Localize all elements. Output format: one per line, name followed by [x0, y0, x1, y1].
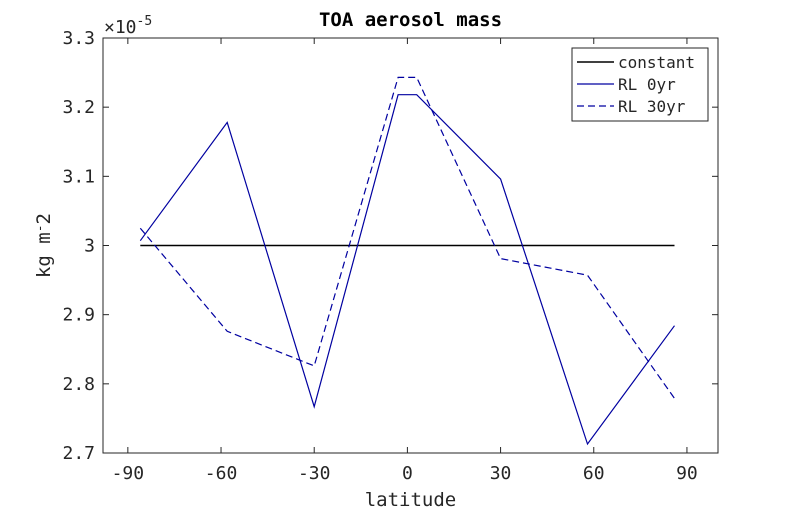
y-tick-label: 2.7	[62, 443, 95, 464]
y-tick-label: 3	[84, 236, 95, 257]
chart-title: TOA aerosol mass	[319, 9, 502, 31]
legend: constant RL 0yr RL 30yr	[571, 47, 709, 122]
x-tick-label: -60	[205, 463, 238, 484]
legend-label: RL 30yr	[618, 97, 686, 116]
x-tick-label: 0	[402, 463, 413, 484]
legend-label: RL 0yr	[618, 75, 676, 94]
y-exponent-label: ×10-5	[104, 14, 152, 38]
series-layer	[139, 76, 675, 446]
y-tick-label: 3.3	[62, 28, 95, 49]
y-tick-label: 2.8	[62, 374, 95, 395]
x-tick-label: -90	[112, 463, 145, 484]
y-tick-label: 2.9	[62, 305, 95, 326]
x-tick-label: 60	[583, 463, 605, 484]
x-tick-label: 90	[676, 463, 698, 484]
series-line-rl-0yr	[139, 94, 675, 446]
series-line-rl-30yr	[139, 76, 675, 399]
ticks-layer: -90 -60 -30 0 30 60 90 2.7 2.8 2.9 3 3.1 3.2 3.3	[62, 28, 718, 484]
x-axis-label: latitude	[365, 489, 457, 511]
x-tick-label: 30	[490, 463, 512, 484]
y-tick-label: 3.1	[62, 166, 95, 187]
x-tick-label: -30	[298, 463, 331, 484]
legend-label: constant	[618, 53, 695, 72]
y-axis-label: kg m-2	[33, 213, 55, 278]
y-tick-label: 3.2	[62, 97, 95, 118]
